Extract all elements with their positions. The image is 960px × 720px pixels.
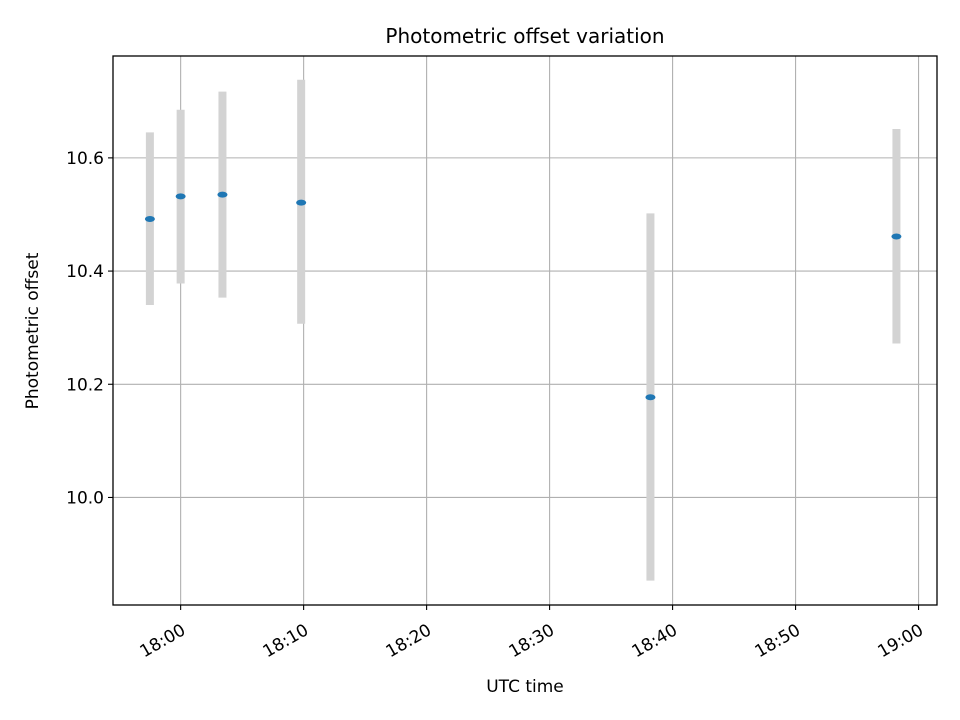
- chart-title: Photometric offset variation: [385, 24, 664, 48]
- y-tick-label: 10.4: [66, 262, 104, 282]
- data-points: [144, 191, 902, 401]
- data-point: [217, 191, 228, 198]
- plot-frame: [112, 55, 938, 606]
- data-point: [144, 216, 155, 223]
- y-axis-label: Photometric offset: [23, 252, 43, 409]
- data-point: [296, 199, 307, 206]
- data-point: [891, 233, 902, 240]
- y-tick-label: 10.0: [66, 488, 104, 508]
- data-point: [645, 394, 656, 401]
- x-axis-label: UTC time: [486, 677, 564, 697]
- y-axis: 10.0 10.2 10.4 10.6: [66, 149, 113, 508]
- y-tick-label: 10.2: [66, 375, 104, 395]
- y-tick-label: 10.6: [66, 149, 104, 169]
- data-point: [175, 193, 186, 200]
